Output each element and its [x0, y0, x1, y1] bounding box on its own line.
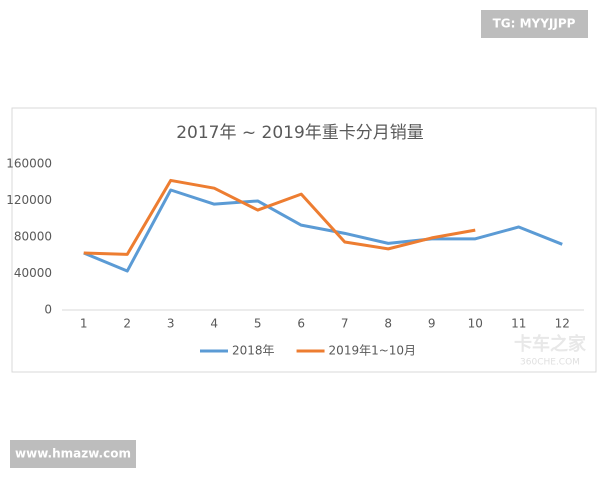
x-tick-label: 1 — [80, 317, 88, 331]
x-tick-label: 12 — [555, 317, 570, 331]
y-tick-label: 0 — [44, 303, 52, 317]
chart-frame — [11, 107, 597, 373]
watermark: www.hmazw.com — [15, 447, 131, 461]
legend-label: 2019年1~10月 — [329, 344, 417, 358]
x-tick-label: 4 — [210, 317, 218, 331]
chart-title: 2017年 ~ 2019年重卡分月销量 — [176, 123, 424, 143]
x-tick-label: 7 — [341, 317, 349, 331]
series-line — [83, 178, 476, 256]
x-tick-label: 2 — [123, 317, 131, 331]
y-tick-label: 160000 — [6, 157, 52, 171]
x-tick-label: 5 — [254, 317, 262, 331]
watermark: TG: MYYJJPP — [493, 17, 576, 31]
watermark-box — [481, 10, 588, 38]
watermark-box — [10, 440, 136, 468]
y-tick-label: 120000 — [6, 193, 52, 207]
logo: 卡车之家 — [514, 333, 587, 355]
y-tick-label: 40000 — [14, 266, 52, 280]
y-tick-label: 80000 — [14, 230, 52, 244]
logo-sub: 360CHE.COM — [520, 358, 580, 368]
x-tick-label: 8 — [384, 317, 392, 331]
x-tick-label: 10 — [468, 317, 483, 331]
legend-label: 2018年 — [232, 344, 275, 358]
series-line — [83, 188, 563, 273]
x-tick-label: 6 — [297, 317, 305, 331]
x-tick-label: 3 — [167, 317, 175, 331]
x-tick-label: 9 — [428, 317, 436, 331]
x-tick-label: 11 — [511, 317, 526, 331]
